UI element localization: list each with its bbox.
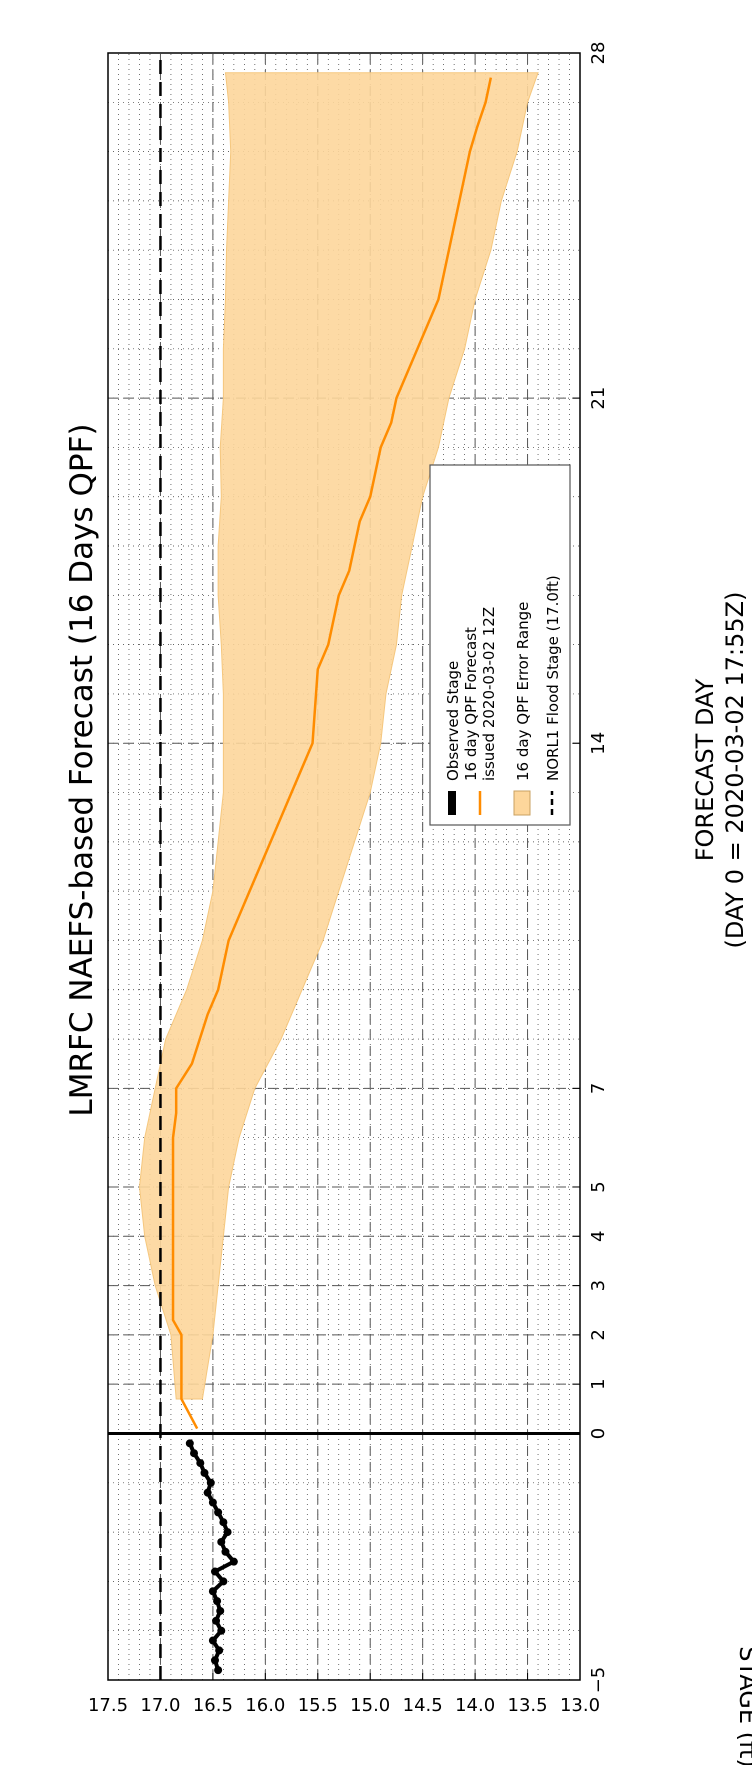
y-axis-label: STAGE (ft) bbox=[734, 1646, 752, 1765]
observed-point bbox=[214, 1508, 223, 1517]
observed-point bbox=[196, 1459, 205, 1468]
chart-title: LMRFC NAEFS-based Forecast (16 Days QPF) bbox=[64, 423, 100, 1116]
x-tick-label: 21 bbox=[588, 387, 609, 410]
observed-point bbox=[221, 1547, 230, 1556]
error-range-band bbox=[138, 72, 539, 1400]
x-tick-label: 0 bbox=[588, 1428, 609, 1439]
error-range-layer bbox=[138, 72, 539, 1400]
observed-point bbox=[210, 1567, 219, 1576]
x-tick-label: 3 bbox=[588, 1280, 609, 1291]
y-tick-label: 17.0 bbox=[140, 1695, 180, 1716]
observed-point bbox=[190, 1449, 199, 1458]
x-tick-label: 4 bbox=[588, 1231, 609, 1242]
observed-point bbox=[229, 1557, 238, 1566]
x-tick-label: 14 bbox=[588, 732, 609, 755]
plot-border bbox=[107, 52, 581, 1681]
observed-point bbox=[216, 1606, 225, 1615]
x-axis-label-line1: FORECAST DAY bbox=[691, 678, 719, 861]
legend-box bbox=[429, 464, 571, 826]
observed-point bbox=[214, 1666, 223, 1675]
x-tick-label: 5 bbox=[588, 1181, 609, 1192]
observed-point bbox=[215, 1646, 224, 1655]
y-tick-label: 15.5 bbox=[298, 1695, 338, 1716]
observed-point bbox=[208, 1636, 217, 1645]
legend: Observed Stage 16 day QPF Forecast issued … bbox=[429, 464, 571, 826]
observed-point bbox=[219, 1518, 228, 1527]
observed-point bbox=[212, 1616, 221, 1625]
y-tick-label: 13.0 bbox=[560, 1695, 600, 1716]
y-tick-label: 15.0 bbox=[350, 1695, 390, 1716]
x-tick-label: −5 bbox=[588, 1667, 609, 1694]
observed-point bbox=[219, 1577, 228, 1586]
legend-label: 16 day QPF Error Range bbox=[514, 602, 532, 781]
x-tick-label: 2 bbox=[588, 1329, 609, 1340]
x-axis-label-line2: (DAY 0 = 2020-03-02 17:55Z) bbox=[721, 592, 749, 949]
observed-point bbox=[213, 1597, 222, 1606]
legend-label: Observed Stage bbox=[444, 661, 462, 781]
observed-point bbox=[223, 1528, 232, 1537]
observed-point bbox=[210, 1656, 219, 1665]
y-tick-label: 16.0 bbox=[245, 1695, 285, 1716]
y-tick-label: 14.5 bbox=[403, 1695, 443, 1716]
y-tick-label: 17.5 bbox=[88, 1695, 128, 1716]
forecast-line bbox=[171, 77, 493, 1430]
legend-label: NORL1 Flood Stage (17.0ft) bbox=[544, 575, 562, 781]
y-tick-label: 13.5 bbox=[508, 1695, 548, 1716]
series-layer bbox=[108, 53, 580, 1680]
observed-point bbox=[217, 1626, 226, 1635]
x-tick-label: 28 bbox=[588, 42, 609, 65]
observed-point bbox=[206, 1478, 215, 1487]
observed-point bbox=[208, 1587, 217, 1596]
tick-layer: −5 0 1 2 3 4 5 7 14 21 28 13.0 13.5 14.0 14.5 15.0 15.5 1… bbox=[88, 42, 609, 1716]
observed-point bbox=[208, 1498, 217, 1507]
y-tick-label: 16.5 bbox=[193, 1695, 233, 1716]
observed-point bbox=[203, 1488, 212, 1497]
x-tick-label: 7 bbox=[588, 1083, 609, 1094]
legend-label: issued 2020-03-02 12Z bbox=[480, 607, 498, 781]
observed-point bbox=[185, 1439, 194, 1448]
y-tick-label: 14.0 bbox=[455, 1695, 495, 1716]
plot-frame bbox=[107, 52, 581, 1681]
x-tick-label: 1 bbox=[588, 1378, 609, 1389]
observed-point bbox=[217, 1537, 226, 1546]
legend-swatch-range bbox=[513, 790, 531, 816]
legend-label: 16 day QPF Forecast bbox=[462, 627, 480, 781]
observed-point bbox=[200, 1468, 209, 1477]
